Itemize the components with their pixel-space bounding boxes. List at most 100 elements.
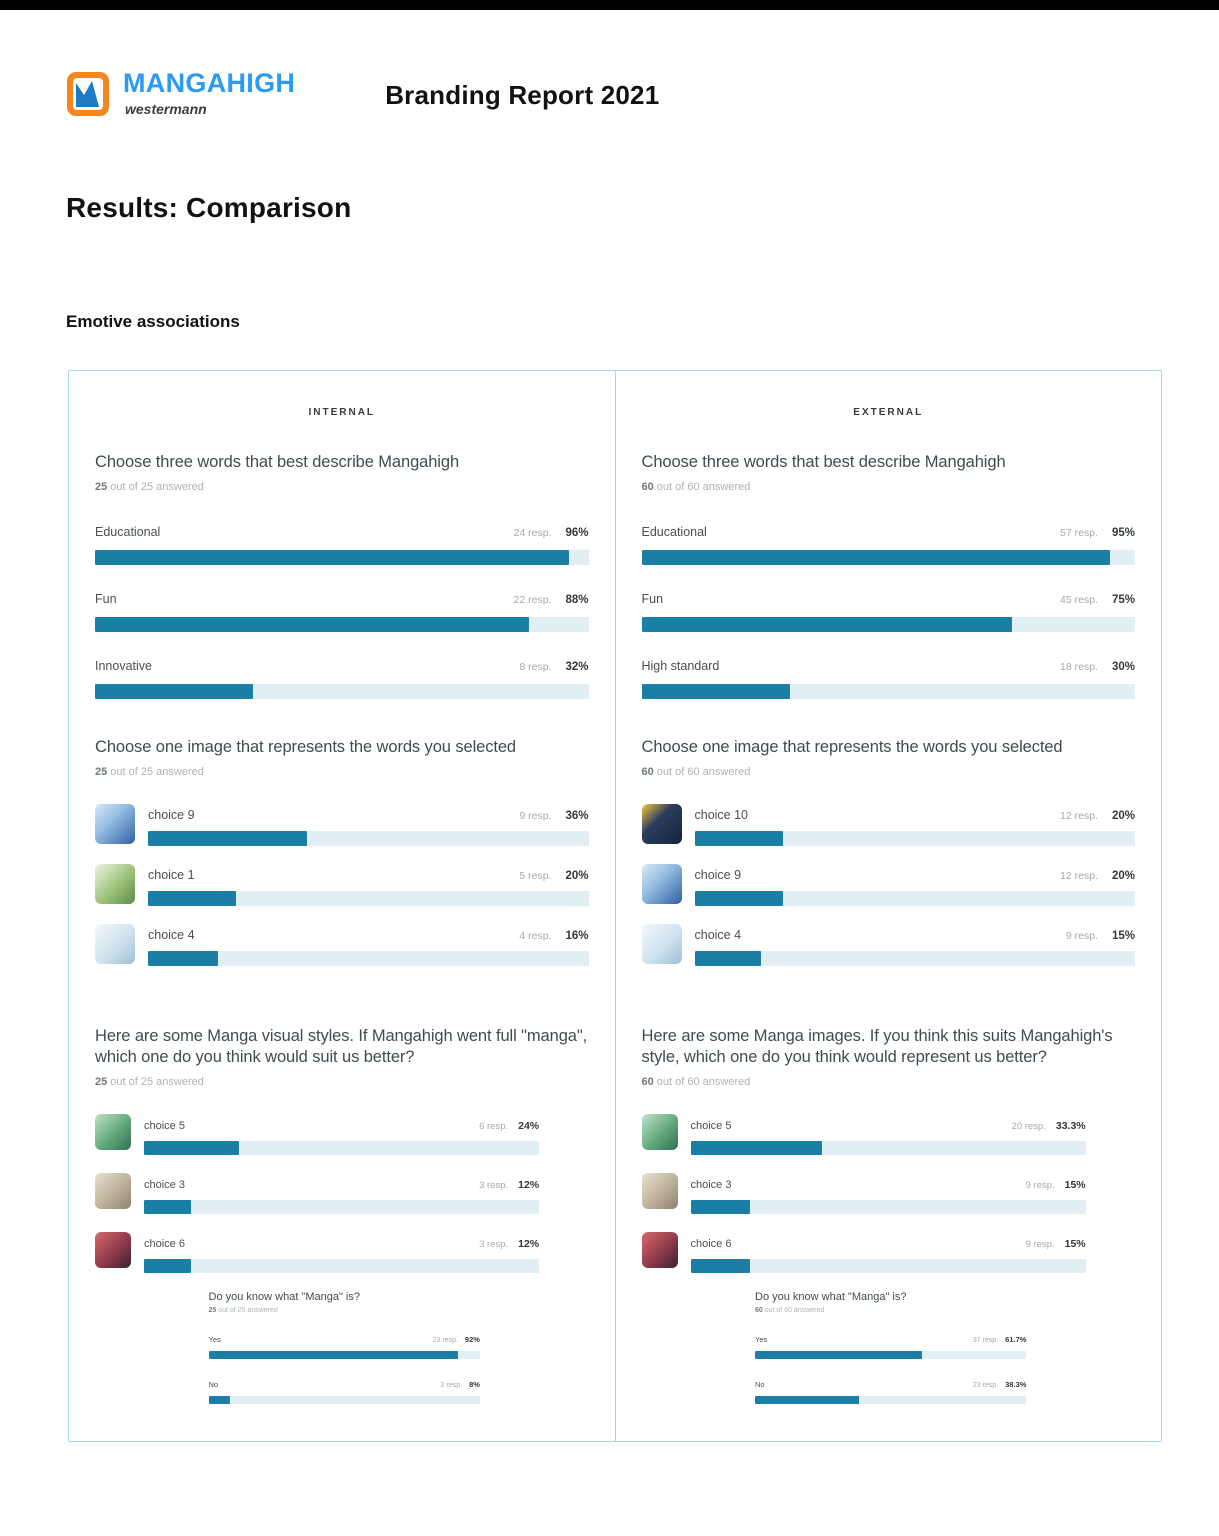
response-count: 9 resp. bbox=[1065, 929, 1098, 942]
bar-meta: 45 resp. 75% bbox=[1060, 590, 1135, 608]
bar-track bbox=[694, 950, 1135, 966]
image-bar-row: choice 9 9 resp. 36% bbox=[95, 803, 589, 846]
bar-track bbox=[694, 890, 1135, 906]
image-bar-row: choice 1 5 resp. 20% bbox=[95, 863, 589, 906]
percentage-value: 20% bbox=[565, 869, 589, 882]
bar-track bbox=[148, 950, 589, 966]
bar-label: choice 6 bbox=[144, 1238, 185, 1251]
question-block: Choose one image that represents the wor… bbox=[95, 737, 589, 966]
bar-label: Fun bbox=[95, 591, 117, 606]
percentage-value: 36% bbox=[565, 809, 589, 822]
image-bar-row: choice 3 9 resp. 15% bbox=[641, 1173, 1086, 1215]
answered-number: 60 bbox=[641, 765, 654, 778]
response-count: 24 resp. bbox=[513, 526, 552, 539]
bar-fill bbox=[144, 1259, 192, 1274]
percentage-value: 12% bbox=[518, 1238, 540, 1251]
section-title: Results: Comparison bbox=[66, 192, 352, 223]
bar-track bbox=[690, 1141, 1086, 1156]
choice-thumbnail bbox=[641, 923, 682, 964]
bar-label: Yes bbox=[208, 1335, 221, 1345]
bar-meta: 3 resp. 12% bbox=[479, 1175, 539, 1193]
response-count: 6 resp. bbox=[479, 1121, 509, 1133]
bar-track bbox=[641, 683, 1135, 699]
bar-track bbox=[144, 1259, 540, 1274]
bar-fill bbox=[690, 1141, 823, 1156]
answered-rest: out of 25 answered bbox=[107, 1076, 204, 1089]
image-bar-row: choice 6 9 resp. 15% bbox=[641, 1232, 1086, 1274]
bar-label: choice 9 bbox=[148, 807, 195, 822]
bar-meta: 12 resp. 20% bbox=[1060, 806, 1135, 824]
bar-track bbox=[755, 1396, 1027, 1405]
percentage-value: 61.7% bbox=[1005, 1335, 1027, 1345]
bar-meta: 22 resp. 88% bbox=[514, 590, 589, 608]
choice-thumbnail bbox=[95, 1114, 131, 1151]
answered-rest: out of 25 answered bbox=[107, 480, 204, 493]
bar-row: No 2 resp. 8% bbox=[208, 1374, 480, 1405]
question-title: Choose three words that best describe Ma… bbox=[641, 453, 1006, 471]
bar-track bbox=[95, 683, 589, 699]
mini-question-block: Do you know what "Manga" is? 60 out of 6… bbox=[755, 1291, 1027, 1405]
bar-fill bbox=[144, 1141, 239, 1156]
answered-count: 60 out of 60 answered bbox=[755, 1307, 1026, 1314]
bar-fill bbox=[755, 1396, 859, 1405]
bar-chart: Educational 57 resp. 95% Fun 45 resp. 75% Hi… bbox=[641, 523, 1135, 699]
image-bar-row: choice 4 9 resp. 15% bbox=[641, 923, 1135, 966]
question-block: Here are some Manga images. If you think… bbox=[641, 1026, 1136, 1274]
percentage-value: 12% bbox=[518, 1179, 540, 1192]
choice-thumbnail bbox=[95, 1173, 131, 1210]
choice-thumbnail bbox=[641, 1114, 678, 1151]
answered-number: 60 bbox=[641, 1076, 654, 1089]
bar-row: Yes 37 resp. 61.7% bbox=[755, 1329, 1027, 1360]
response-count: 57 resp. bbox=[1060, 526, 1098, 539]
bar-fill bbox=[144, 1200, 192, 1215]
percentage-value: 20% bbox=[1111, 809, 1135, 822]
mangahigh-logo-icon bbox=[63, 66, 115, 122]
percentage-value: 15% bbox=[1064, 1179, 1086, 1192]
answered-number: 25 bbox=[208, 1307, 217, 1315]
answered-number: 25 bbox=[95, 765, 108, 778]
bar-fill bbox=[641, 616, 1012, 632]
bar-meta: 12 resp. 20% bbox=[1060, 866, 1135, 884]
percentage-value: 75% bbox=[1111, 593, 1135, 606]
question-block: Choose one image that represents the wor… bbox=[641, 737, 1135, 966]
bar-meta: 23 resp. 92% bbox=[433, 1329, 480, 1347]
question-title: Choose three words that best describe Ma… bbox=[95, 453, 460, 471]
question-title: Choose one image that represents the wor… bbox=[95, 737, 517, 756]
response-count: 45 resp. bbox=[1060, 593, 1098, 606]
bar-row: Fun 22 resp. 88% bbox=[95, 590, 589, 632]
response-count: 3 resp. bbox=[479, 1180, 509, 1192]
bar-meta: 20 resp. 33.3% bbox=[1012, 1116, 1086, 1134]
bar-label: High standard bbox=[641, 658, 720, 673]
bar-fill bbox=[148, 890, 237, 906]
answered-count: 25 out of 25 answered bbox=[95, 481, 589, 493]
bar-label: choice 4 bbox=[148, 927, 195, 942]
response-count: 9 resp. bbox=[1025, 1239, 1055, 1251]
bar-fill bbox=[148, 950, 219, 966]
percentage-value: 15% bbox=[1111, 929, 1135, 942]
bar-meta: 9 resp. 15% bbox=[1026, 1234, 1086, 1252]
response-count: 2 resp. bbox=[440, 1382, 463, 1390]
bar-track bbox=[641, 616, 1135, 632]
bar-meta: 23 resp. 38.3% bbox=[973, 1374, 1027, 1392]
question-title: Choose one image that represents the wor… bbox=[641, 737, 1063, 756]
bar-fill bbox=[690, 1259, 750, 1274]
bar-row: Fun 45 resp. 75% bbox=[641, 590, 1135, 632]
answered-number: 25 bbox=[95, 1076, 108, 1089]
percentage-value: 96% bbox=[565, 526, 589, 539]
bar-track bbox=[144, 1141, 540, 1156]
answered-count: 25 out of 25 answered bbox=[95, 766, 589, 778]
percentage-value: 33.3% bbox=[1055, 1120, 1086, 1133]
bar-fill bbox=[208, 1351, 459, 1360]
image-bar-row: choice 9 12 resp. 20% bbox=[641, 863, 1135, 906]
bar-track bbox=[148, 890, 589, 906]
bar-row: Educational 57 resp. 95% bbox=[641, 523, 1135, 565]
percentage-value: 88% bbox=[565, 593, 589, 606]
question-title: Here are some Manga images. If you think… bbox=[641, 1026, 1113, 1067]
logo-text: MANGAHIGH westermann bbox=[123, 66, 295, 118]
question-block: Here are some Manga visual styles. If Ma… bbox=[95, 1026, 589, 1274]
bar-label: choice 1 bbox=[148, 867, 195, 882]
bar-meta: 37 resp. 61.7% bbox=[973, 1329, 1027, 1347]
response-count: 23 resp. bbox=[432, 1337, 458, 1345]
bar-meta: 9 resp. 15% bbox=[1066, 926, 1135, 944]
response-count: 8 resp. bbox=[519, 660, 552, 673]
